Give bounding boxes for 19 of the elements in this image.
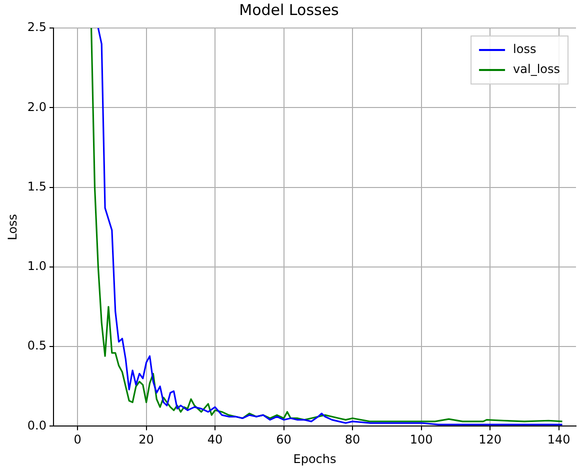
legend-label: val_loss: [513, 62, 560, 76]
y-tick-label: 2.0: [27, 100, 46, 114]
x-tick-label: 80: [344, 432, 360, 447]
x-axis-title: Epochs: [293, 452, 336, 466]
y-tick-label: 0.5: [27, 338, 46, 353]
chart-title: Model Losses: [239, 0, 340, 19]
x-tick-label: 40: [207, 432, 223, 447]
y-tick-label: 2.5: [27, 20, 46, 34]
y-tick-label: 1.5: [27, 179, 46, 194]
x-tick-label: 0: [74, 432, 82, 447]
x-tick-label: 60: [276, 432, 292, 447]
y-tick-label: 0.0: [27, 418, 46, 432]
x-tick-label: 140: [547, 432, 570, 447]
y-tick-label: 1.0: [27, 259, 46, 274]
legend-label: loss: [513, 42, 536, 56]
y-axis-title: Loss: [5, 214, 20, 240]
x-tick-label: 20: [138, 432, 154, 447]
x-tick-label: 120: [478, 432, 502, 447]
x-tick-label: 100: [410, 432, 433, 447]
